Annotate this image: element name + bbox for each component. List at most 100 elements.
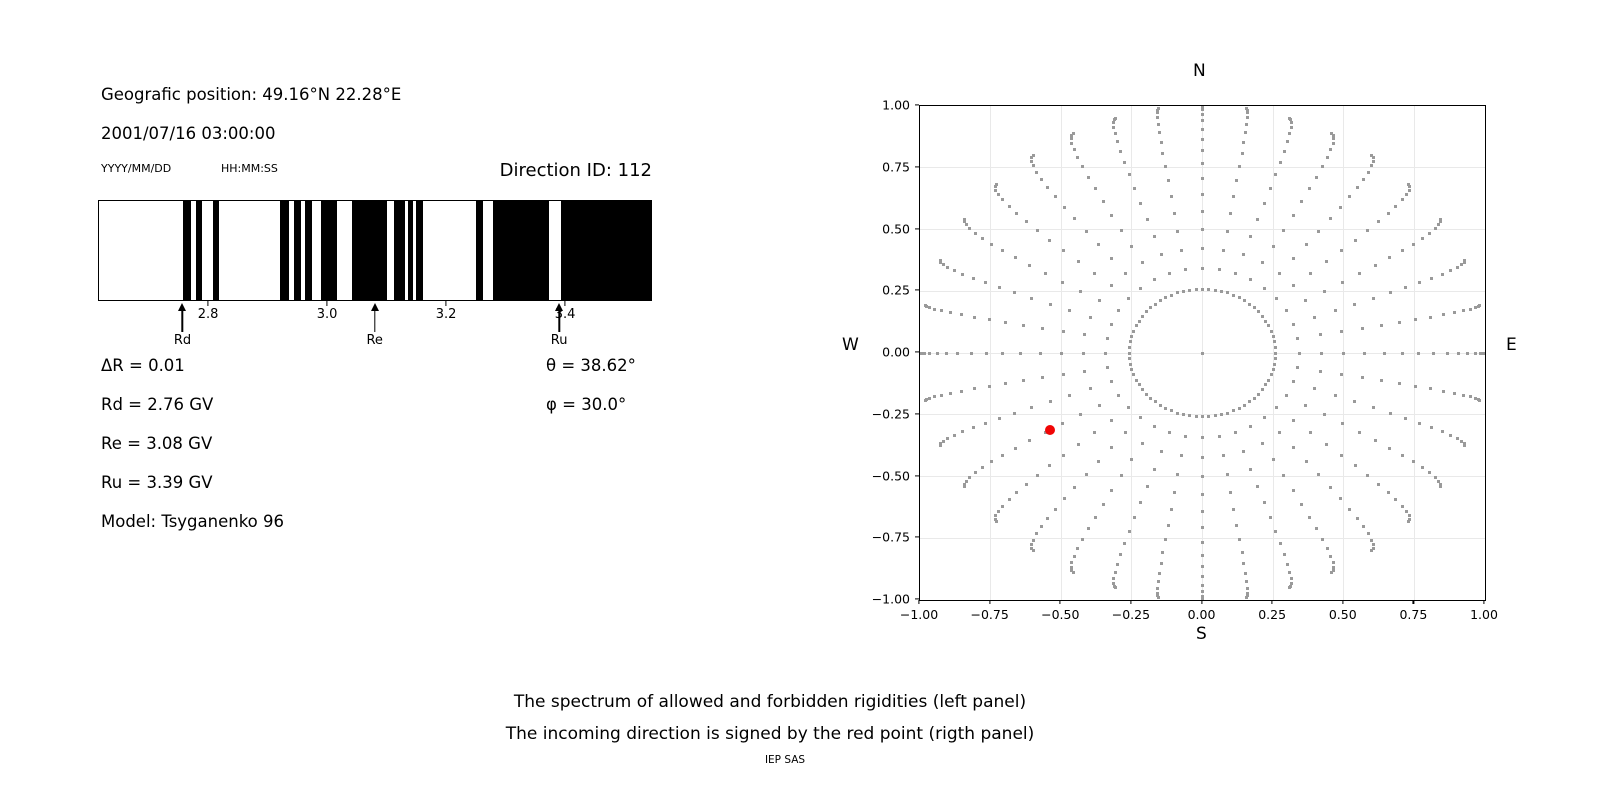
direction-grid-dot <box>1271 244 1275 248</box>
direction-grid-dot <box>1292 284 1296 288</box>
direction-grid-dot <box>1328 485 1332 489</box>
y-axis-tick-label: −0.50 <box>871 468 910 483</box>
direction-grid-dot <box>1219 289 1223 293</box>
direction-grid-dot <box>939 309 943 313</box>
y-axis-tick-label: −0.75 <box>871 529 910 545</box>
direction-grid-dot <box>1331 561 1335 564</box>
direction-grid-dot <box>1242 299 1246 303</box>
direction-grid-dot <box>987 384 991 388</box>
direction-grid-dot <box>1428 471 1432 475</box>
direction-grid-dot <box>1370 153 1374 157</box>
direction-grid-dot <box>1242 562 1246 566</box>
direction-grid-dot <box>1096 460 1100 464</box>
direction-grid-dot <box>1031 164 1035 168</box>
direction-grid-dot <box>1101 199 1105 203</box>
direction-grid-dot <box>1163 165 1167 169</box>
direction-grid-dot <box>1152 424 1156 428</box>
direction-grid-dot <box>1363 351 1367 355</box>
direction-grid-dot <box>1358 431 1362 435</box>
direction-grid-dot <box>1291 446 1295 450</box>
direction-grid-dot <box>1452 391 1456 395</box>
direction-grid-dot <box>1112 577 1116 581</box>
direction-grid-dot <box>1333 309 1337 313</box>
direction-grid-dot <box>1284 393 1288 397</box>
direction-grid-dot <box>1076 156 1080 160</box>
direction-grid-dot <box>1201 540 1204 544</box>
direction-grid-dot <box>1282 149 1286 153</box>
direction-grid-dot <box>1288 586 1292 590</box>
direction-grid-dot <box>1097 299 1101 303</box>
direction-grid-dot <box>968 475 972 479</box>
gridline-vertical <box>1413 106 1415 600</box>
direction-grid-dot <box>1439 220 1442 224</box>
direction-grid-dot <box>1170 293 1174 297</box>
direction-grid-dot <box>1152 467 1156 471</box>
direction-grid-dot <box>1048 302 1052 306</box>
direction-grid-dot <box>1029 159 1033 163</box>
direction-grid-dot <box>981 466 985 470</box>
direction-grid-dot <box>941 262 945 266</box>
rigidity-axis-tick-label: 3.0 <box>316 307 338 322</box>
direction-grid-dot <box>1411 460 1415 464</box>
direction-grid-dot <box>1245 580 1249 584</box>
direction-grid-dot <box>944 351 948 355</box>
direction-grid-dot <box>1120 474 1124 478</box>
direction-grid-dot <box>1372 156 1376 160</box>
direction-grid-dot <box>1377 220 1381 224</box>
direction-grid-dot <box>1441 313 1445 317</box>
direction-grid-dot <box>1117 393 1121 397</box>
direction-grid-dot <box>941 440 945 443</box>
direction-grid-dot <box>1271 458 1275 462</box>
rigidity-marker-label: Rd <box>173 333 192 348</box>
direction-grid-dot <box>1365 229 1369 233</box>
direction-grid-dot <box>1460 262 1464 266</box>
direction-grid-dot <box>1201 415 1204 419</box>
direction-grid-dot <box>1379 323 1383 327</box>
direction-grid-dot <box>1113 586 1117 590</box>
direction-grid-dot <box>1138 416 1142 420</box>
direction-grid-dot <box>1128 357 1132 361</box>
direction-grid-dot <box>939 258 943 262</box>
direction-grid-dot <box>1201 176 1204 180</box>
direction-grid-dot <box>1221 248 1225 252</box>
direction-grid-dot <box>963 485 967 489</box>
direction-grid-dot <box>1093 187 1097 191</box>
time-format-label: HH:MM:SS <box>221 162 278 175</box>
direction-grid-dot <box>981 236 985 240</box>
direction-grid-dot <box>1367 532 1371 536</box>
direction-grid-dot <box>927 306 931 310</box>
direction-grid-dot <box>971 426 975 430</box>
direction-grid-dot <box>1249 278 1253 282</box>
allowed-rigidity-band <box>407 201 413 300</box>
direction-grid-dot <box>1281 474 1285 478</box>
direction-grid-dot <box>1291 380 1295 384</box>
y-axis-tick-label: 1.00 <box>882 97 910 113</box>
direction-grid-dot <box>932 307 936 311</box>
direction-grid-dot <box>1068 393 1072 397</box>
direction-grid-dot <box>1156 111 1160 115</box>
direction-grid-dot <box>1353 464 1357 468</box>
direction-grid-dot <box>1201 475 1204 478</box>
direction-grid-dot <box>1213 414 1217 418</box>
direction-grid-dot <box>1225 473 1229 477</box>
direction-grid-dot <box>1001 198 1005 202</box>
direction-grid-dot <box>1420 466 1424 470</box>
direction-grid-dot <box>1437 223 1441 227</box>
direction-grid-dot <box>1133 187 1137 191</box>
direction-grid-dot <box>968 227 972 231</box>
direction-grid-dot <box>949 311 953 315</box>
x-axis-tick-label: 1.00 <box>1470 607 1498 622</box>
direction-grid-dot <box>1207 287 1211 291</box>
direction-grid-dot <box>1353 238 1357 242</box>
direction-grid-dot <box>1362 525 1366 529</box>
direction-grid-dot <box>1313 315 1317 319</box>
direction-grid-dot <box>1469 395 1473 399</box>
direction-grid-dot <box>1325 156 1329 160</box>
direction-grid-dot <box>1123 542 1127 545</box>
rd-value: Rd = 2.76 GV <box>101 395 214 414</box>
direction-plot-y-axis: −1.00 −0.75 −0.50 −0.25 0.00 0.25 0.50 0.75 1.00 <box>839 98 919 607</box>
direction-grid-dot <box>1161 152 1165 156</box>
direction-grid-dot <box>1039 177 1043 181</box>
direction-grid-dot <box>1291 213 1295 217</box>
direction-grid-dot <box>1219 413 1223 417</box>
